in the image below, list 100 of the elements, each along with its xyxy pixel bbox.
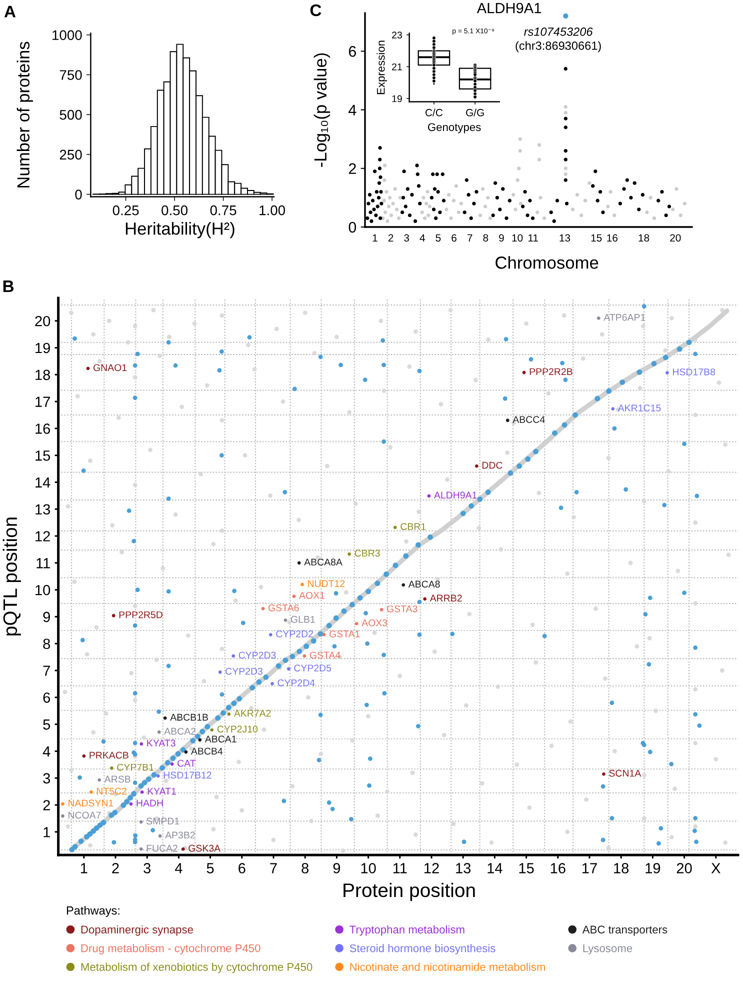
point bbox=[110, 766, 114, 770]
y-tick-label: 18 bbox=[36, 370, 50, 380]
x-axis-title: Heritability(H²) bbox=[126, 222, 234, 238]
x-tick-label: 9 bbox=[333, 863, 340, 874]
y-tick-label: 16 bbox=[36, 424, 50, 434]
x-tick-label: 4 bbox=[174, 863, 182, 874]
data-label: KYAT3 bbox=[147, 740, 176, 747]
data-label: ARSB bbox=[104, 776, 130, 783]
data-label: GSK3A bbox=[188, 844, 221, 852]
text: A bbox=[4, 6, 16, 18]
data-label: NUDT12 bbox=[308, 580, 345, 588]
legend-label: Metabolism of xenobiotics by cytochrome P450 bbox=[81, 962, 312, 974]
x-tick-label: 20 bbox=[670, 234, 681, 242]
y-tick-label: 19 bbox=[36, 342, 50, 354]
point bbox=[286, 667, 290, 671]
point bbox=[89, 790, 93, 794]
text: C bbox=[310, 4, 322, 16]
data-label: NT5C2 bbox=[96, 788, 126, 795]
x-tick-label: 5 bbox=[436, 234, 441, 242]
x-tick-label: 10 bbox=[361, 863, 376, 874]
data-label: NCOA7 bbox=[68, 812, 101, 819]
legend-label: Dopaminergic synapse bbox=[81, 925, 193, 936]
y-tick-label: 14 bbox=[36, 477, 50, 488]
point bbox=[157, 730, 161, 734]
y-tick-label: 5 bbox=[43, 720, 50, 730]
x-tick-label: 14 bbox=[488, 863, 502, 874]
data-label: GSTA4 bbox=[310, 652, 340, 659]
x-tick-label: G/G bbox=[466, 108, 484, 116]
data-label: GNAO1 bbox=[93, 364, 127, 372]
y-tick-label: 6 bbox=[348, 46, 356, 57]
data-label: GSTA6 bbox=[268, 604, 299, 612]
point bbox=[348, 552, 352, 556]
y-tick-label: 3 bbox=[43, 773, 50, 784]
y-tick-label: 500 bbox=[60, 110, 82, 120]
point bbox=[261, 606, 265, 610]
x-tick-label: 4 bbox=[420, 234, 425, 242]
x-tick-label: 15 bbox=[519, 863, 534, 874]
y-tick-label: 0 bbox=[348, 222, 356, 233]
point bbox=[61, 802, 64, 806]
data-label: ATP6AP1 bbox=[604, 314, 646, 321]
point bbox=[156, 774, 160, 778]
data-label: CYP2D5 bbox=[294, 664, 332, 672]
data-label: CYP2D4 bbox=[278, 679, 315, 686]
data-label: ABCC4 bbox=[512, 416, 545, 423]
x-tick-label: 0.75 bbox=[210, 205, 236, 216]
x-tick-label: 3 bbox=[144, 863, 151, 874]
point bbox=[423, 597, 427, 601]
point bbox=[268, 633, 272, 636]
point bbox=[270, 682, 274, 686]
x-tick-label: 1.00 bbox=[260, 205, 286, 216]
x-tick-label: 6 bbox=[452, 234, 456, 242]
data-label: PPP2R2B bbox=[530, 368, 572, 376]
data-label: AOX1 bbox=[299, 592, 324, 599]
x-tick-label: 2 bbox=[112, 863, 119, 874]
y-tick-label: 250 bbox=[60, 150, 82, 160]
y-tick-label: 19 bbox=[392, 95, 402, 102]
point bbox=[140, 742, 144, 746]
data-label: HADH bbox=[136, 800, 163, 806]
point bbox=[292, 594, 296, 598]
legend-label: Tryptophan metabolism bbox=[350, 925, 464, 936]
y-axis-title: pQTL position bbox=[2, 518, 21, 636]
point bbox=[112, 614, 116, 618]
data-label: ALDH9A1 bbox=[434, 492, 477, 499]
x-tick-label: 7 bbox=[467, 234, 472, 242]
y-tick-label: 9 bbox=[43, 612, 50, 622]
x-tick-label: 5 bbox=[206, 863, 214, 874]
point bbox=[139, 847, 143, 851]
x-tick-label: C/C bbox=[426, 108, 443, 116]
data-label: FUCA2 bbox=[146, 844, 178, 852]
legend-label: Lysosome bbox=[583, 944, 632, 954]
data-label: CBR1 bbox=[400, 523, 426, 530]
x-tick-label: 19 bbox=[646, 863, 660, 874]
data-label: CBR3 bbox=[354, 550, 380, 557]
data-label: HSD17B12 bbox=[164, 772, 212, 779]
data-label: SMPD1 bbox=[146, 818, 180, 825]
data-label: CYP2J10 bbox=[217, 726, 258, 733]
x-tick-label: 0.50 bbox=[162, 205, 188, 216]
point bbox=[158, 834, 162, 838]
x-tick-label: 8 bbox=[302, 863, 309, 874]
point bbox=[380, 608, 384, 612]
point bbox=[129, 802, 133, 806]
data-label: ABCA8A bbox=[304, 558, 342, 566]
x-tick-label: 0.25 bbox=[112, 205, 139, 216]
data-label: ABCA8 bbox=[408, 580, 440, 588]
x-tick-label: 20 bbox=[676, 863, 692, 874]
y-tick-label: 7 bbox=[43, 666, 50, 676]
x-axis-title: Protein position bbox=[344, 882, 475, 901]
point bbox=[506, 418, 510, 422]
legend-label: Steroid hormone biosynthesis bbox=[350, 944, 496, 954]
data-label: ABCB1B bbox=[170, 714, 208, 721]
data-label: CAT bbox=[178, 760, 196, 767]
data-label: ABCB4 bbox=[190, 748, 223, 755]
point bbox=[198, 738, 202, 742]
y-tick-label: 8 bbox=[43, 638, 50, 650]
y-tick-label: 750 bbox=[60, 70, 82, 80]
x-tick-label: 12 bbox=[424, 863, 439, 874]
text: B bbox=[3, 280, 14, 292]
data-label: ABCA2 bbox=[164, 728, 196, 735]
annotation: (chr3:86930661) bbox=[516, 41, 601, 52]
x-tick-label: 13 bbox=[560, 234, 570, 242]
